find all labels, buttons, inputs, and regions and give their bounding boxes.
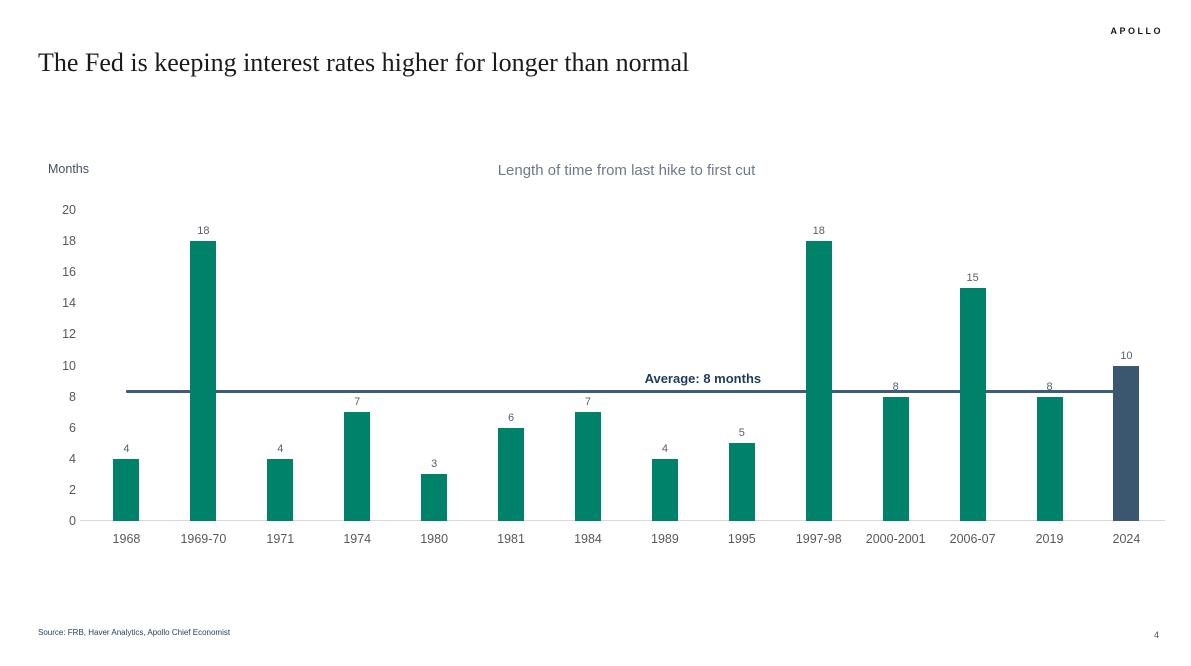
x-axis-label-2006-07: 2006-07 bbox=[949, 532, 996, 546]
y-axis-tick-label: 2 bbox=[69, 482, 76, 497]
x-axis-label-1989: 1989 bbox=[651, 532, 679, 546]
bar-column-1980: 3 bbox=[396, 458, 473, 521]
average-line bbox=[126, 389, 1127, 393]
bar-value-label: 15 bbox=[966, 271, 979, 284]
bar-1995 bbox=[728, 443, 755, 521]
bar-column-1995: 5 bbox=[703, 427, 780, 521]
x-axis-label-2024: 2024 bbox=[1112, 532, 1141, 546]
bars-container: 4 18 4 7 3 6 7 4 5 18 8 15 8 10 bbox=[88, 210, 1165, 521]
bar-1968 bbox=[113, 458, 140, 521]
x-axis-label-1969-70: 1969-70 bbox=[180, 532, 227, 546]
bar-value-label: 3 bbox=[431, 458, 438, 471]
bar-value-label: 10 bbox=[1120, 349, 1133, 362]
x-axis-label-1997-98: 1997-98 bbox=[795, 532, 842, 546]
y-axis-tick-label: 6 bbox=[69, 420, 76, 435]
bar-1974 bbox=[344, 412, 371, 521]
bar-value-label: 18 bbox=[197, 225, 210, 238]
bar-column-2000-2001: 8 bbox=[857, 381, 934, 521]
x-axis-label-1980: 1980 bbox=[420, 532, 449, 546]
average-line-label: Average: 8 months bbox=[644, 370, 762, 386]
y-axis-tick-label: 16 bbox=[62, 265, 76, 280]
y-axis-tick-label: 0 bbox=[69, 514, 76, 528]
x-axis-label-1968: 1968 bbox=[112, 532, 141, 546]
bar-column-1989: 4 bbox=[626, 443, 703, 521]
plot-area: Average: 8 months 4 18 4 7 3 6 7 4 5 18 8 15 8 10 bbox=[80, 210, 1165, 521]
bar-2006-07 bbox=[959, 287, 986, 521]
y-axis-tick-label: 10 bbox=[62, 358, 76, 373]
x-axis-label-1971: 1971 bbox=[266, 532, 295, 546]
bar-column-1984: 7 bbox=[550, 396, 627, 521]
y-axis-tick-label: 14 bbox=[62, 296, 76, 311]
x-axis: 1968 1969-70 1971 1974 1980 1981 1984 1989 1995 1… bbox=[88, 532, 1165, 546]
bar-1969-70 bbox=[190, 241, 217, 521]
x-axis-label-1981: 1981 bbox=[497, 532, 525, 546]
page-number: 4 bbox=[1153, 630, 1159, 640]
bar-value-label: 5 bbox=[738, 427, 745, 440]
y-axis-tick-label: 4 bbox=[69, 451, 76, 466]
bar-column-1974: 7 bbox=[319, 396, 396, 521]
y-axis-tick-label: 20 bbox=[62, 203, 76, 217]
x-axis-label-1974: 1974 bbox=[343, 532, 372, 546]
bar-value-label: 7 bbox=[354, 396, 361, 409]
bar-2019 bbox=[1036, 396, 1063, 521]
apollo-logo: APOLLO bbox=[1110, 26, 1163, 36]
bar-value-label: 4 bbox=[661, 442, 668, 455]
bar-column-2019: 8 bbox=[1011, 381, 1088, 521]
bar-column-1981: 6 bbox=[473, 412, 550, 521]
x-axis-label-2019: 2019 bbox=[1035, 532, 1064, 546]
bar-column-1997-98: 18 bbox=[780, 225, 857, 521]
y-axis-unit-label: Months bbox=[48, 162, 89, 176]
y-axis: 0 2 4 6 8 10 12 14 16 18 20 bbox=[38, 203, 76, 528]
bar-column-1969-70: 18 bbox=[165, 225, 242, 521]
bar-1980 bbox=[421, 474, 448, 521]
bar-column-2024: 10 bbox=[1088, 349, 1165, 521]
x-axis-label-1984: 1984 bbox=[574, 532, 602, 546]
bar-1989 bbox=[651, 458, 678, 521]
bar-1971 bbox=[267, 458, 294, 521]
bar-column-1968: 4 bbox=[88, 443, 165, 521]
x-axis-label-1995: 1995 bbox=[727, 532, 756, 546]
y-axis-tick-label: 8 bbox=[69, 389, 76, 404]
bar-value-label: 8 bbox=[892, 380, 899, 393]
bar-2024 bbox=[1113, 365, 1140, 521]
bar-2000-2001 bbox=[882, 396, 909, 521]
slide-title: The Fed is keeping interest rates higher… bbox=[38, 48, 690, 77]
bar-1984 bbox=[574, 412, 601, 521]
bar-value-label: 6 bbox=[508, 411, 515, 424]
bar-value-label: 4 bbox=[123, 442, 130, 455]
bar-chart: Months Length of time from last hike to … bbox=[38, 150, 1165, 570]
bar-1997-98 bbox=[805, 241, 832, 521]
bar-value-label: 18 bbox=[812, 225, 825, 238]
y-axis-tick-label: 18 bbox=[62, 234, 76, 249]
bar-column-2006-07: 15 bbox=[934, 272, 1011, 521]
chart-title: Length of time from last hike to first c… bbox=[497, 162, 756, 179]
x-axis-label-2000-2001: 2000-2001 bbox=[865, 532, 926, 546]
bar-value-label: 7 bbox=[584, 396, 592, 409]
bar-value-label: 4 bbox=[277, 442, 284, 455]
bar-column-1971: 4 bbox=[242, 443, 319, 521]
bar-value-label: 8 bbox=[1046, 380, 1053, 393]
x-axis-line bbox=[80, 520, 1165, 521]
bar-1981 bbox=[498, 427, 525, 521]
y-axis-tick-label: 12 bbox=[62, 327, 76, 342]
source-note: Source: FRB, Haver Analytics, Apollo Chi… bbox=[38, 628, 231, 637]
